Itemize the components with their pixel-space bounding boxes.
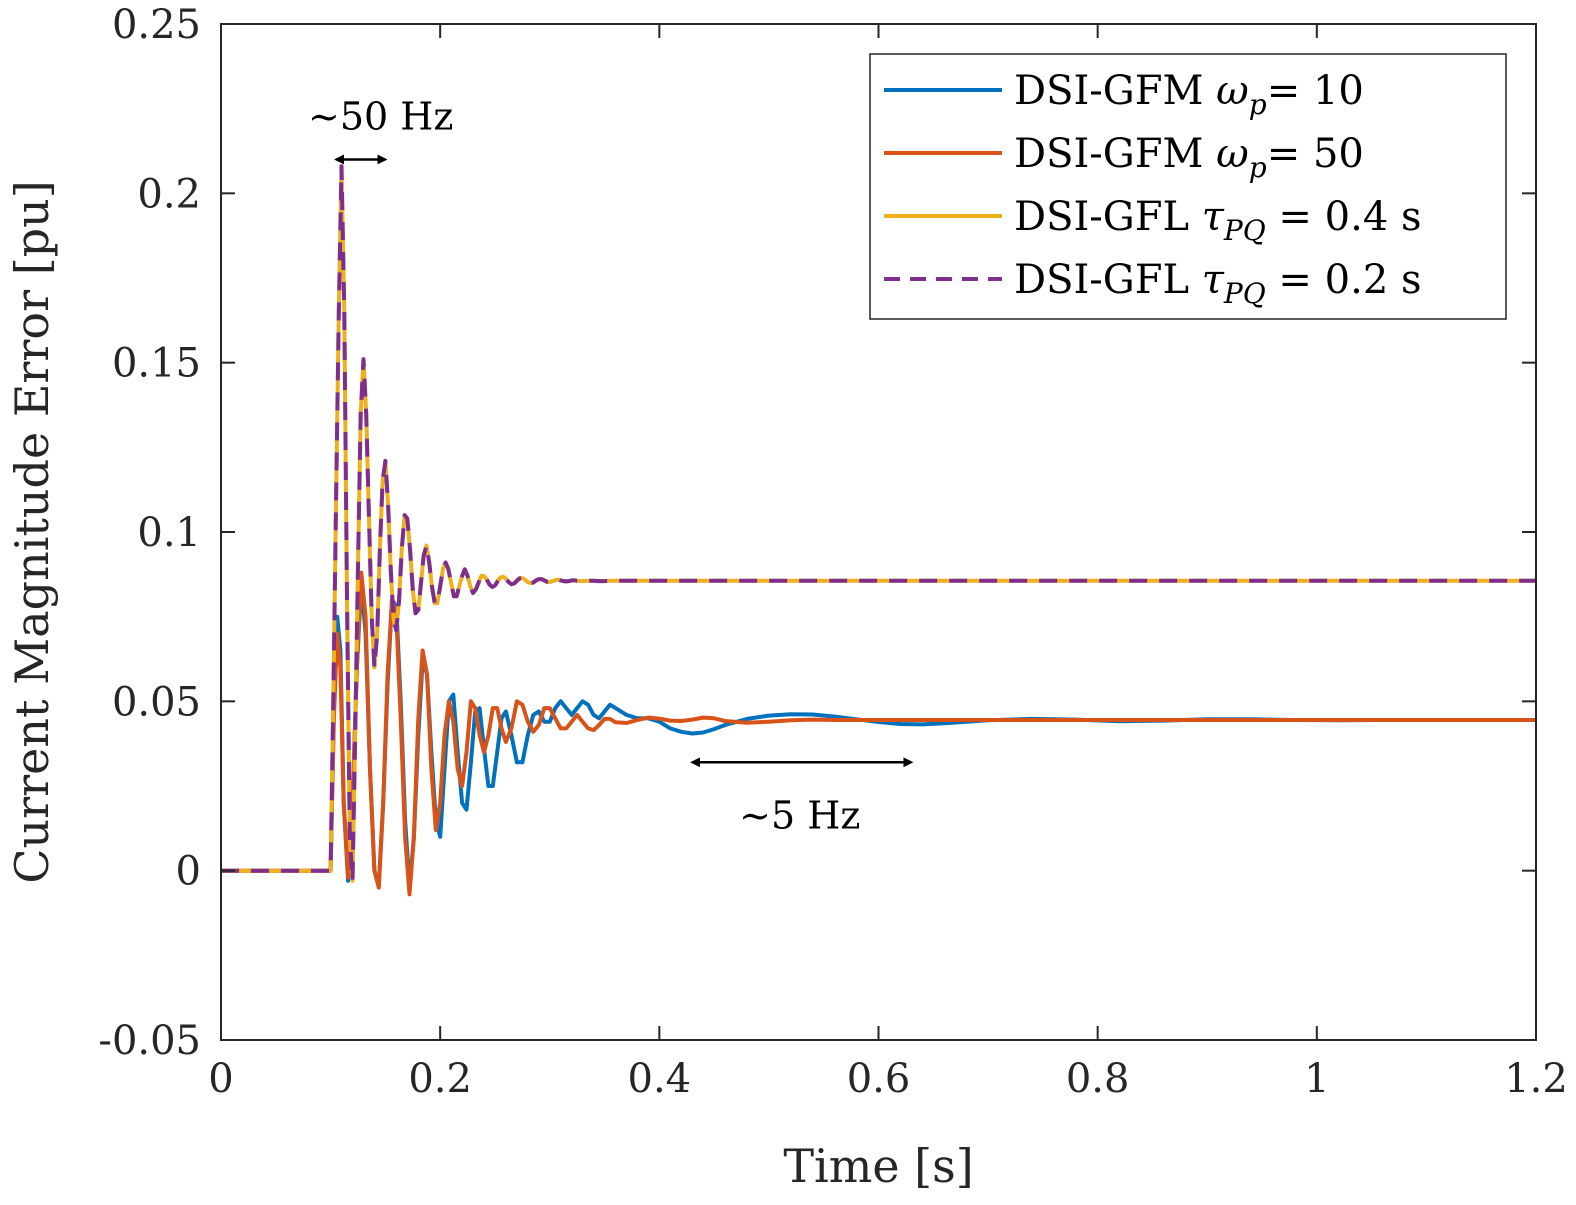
y-tick-label: 0 <box>176 849 201 895</box>
annotation-50hz-label: ~50 Hz <box>308 94 453 138</box>
y-tick-label: 0.1 <box>137 510 201 556</box>
plot-area <box>221 164 1536 897</box>
legend-label-1: DSI-GFM ωp= 10 <box>1014 68 1364 121</box>
legend-label-2: DSI-GFM ωp= 50 <box>1014 131 1364 184</box>
axis-ticks: 0 0.2 0.4 0.6 0.8 1 1.2-0.0500.050.10.150.20.2… <box>98 2 1567 1102</box>
x-tick-label: 1 <box>1304 1056 1329 1102</box>
axes-frame <box>220 23 1537 1041</box>
y-tick-label: 0.2 <box>137 171 201 217</box>
x-tick-label: 0.6 <box>847 1056 911 1102</box>
x-tick-label: 1.2 <box>1504 1056 1568 1102</box>
legend-box <box>869 53 1507 320</box>
series-line-4 <box>221 164 1536 883</box>
x-tick-label: 0 <box>208 1056 233 1102</box>
y-tick-label: 0.05 <box>112 679 201 725</box>
x-tick-label: 0.4 <box>628 1056 692 1102</box>
legend-label-3: DSI-GFL τPQ = 0.4 s <box>1014 194 1422 247</box>
y-tick-label: 0.15 <box>112 341 201 387</box>
x-tick-label: 0.2 <box>408 1056 472 1102</box>
legend-label-4: DSI-GFL τPQ = 0.2 s <box>1014 257 1422 310</box>
x-axis-title: Time [s] <box>783 1139 973 1193</box>
y-tick-label: -0.05 <box>98 1018 201 1064</box>
y-axis-title: Current Magnitude Error [pu] <box>5 180 59 883</box>
y-tick-label: 0.25 <box>112 2 201 48</box>
x-tick-label: 0.8 <box>1066 1056 1130 1102</box>
annotation-5hz-label: ~5 Hz <box>739 793 860 837</box>
annotations: ~50 Hz ~5 Hz <box>308 94 914 837</box>
legend: DSI-GFM ωp= 10 DSI-GFM ωp= 50 DSI-GFL τPQ … <box>869 53 1507 320</box>
series-line-2 <box>221 570 1536 897</box>
